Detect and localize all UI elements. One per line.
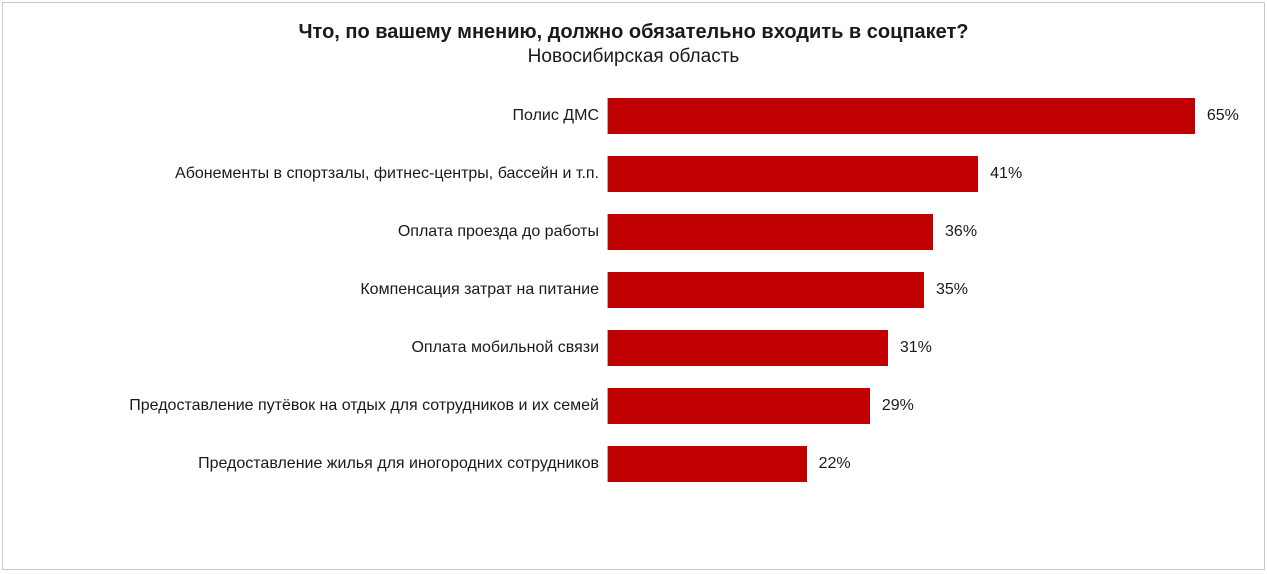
bar-row: Компенсация затрат на питание 35% [27, 272, 1240, 308]
bar-label: Оплата мобильной связи [27, 339, 607, 357]
bar-track: 41% [607, 156, 1240, 192]
bar-track: 31% [607, 330, 1240, 366]
chart-subtitle: Новосибирская область [27, 46, 1240, 68]
bar-label: Полис ДМС [27, 107, 607, 125]
bars-area: Полис ДМС 65% Абонементы в спортзалы, фитн… [27, 90, 1240, 545]
bar-fill [608, 98, 1195, 134]
bar-row: Оплата проезда до работы 36% [27, 214, 1240, 250]
bar-row: Предоставление путёвок на отдых для сотр… [27, 388, 1240, 424]
bar-fill [608, 214, 933, 250]
bar-value: 35% [936, 281, 968, 299]
bar-label: Абонементы в спортзалы, фитнес-центры, б… [27, 165, 607, 183]
bar-fill [608, 446, 807, 482]
bar-label: Оплата проезда до работы [27, 223, 607, 241]
bar-value: 41% [990, 165, 1022, 183]
chart-container: Что, по вашему мнению, должно обязательн… [2, 2, 1265, 570]
bar-track: 65% [607, 98, 1240, 134]
bar-fill [608, 388, 870, 424]
bar-fill [608, 330, 888, 366]
bar-label: Предоставление путёвок на отдых для сотр… [27, 397, 607, 415]
bar-value: 36% [945, 223, 977, 241]
bar-value: 29% [882, 397, 914, 415]
bar-track: 29% [607, 388, 1240, 424]
bar-track: 36% [607, 214, 1240, 250]
bar-value: 65% [1207, 107, 1239, 125]
bar-row: Полис ДМС 65% [27, 98, 1240, 134]
bar-value: 22% [819, 455, 851, 473]
bar-row: Предоставление жилья для иногородних сот… [27, 446, 1240, 482]
chart-title: Что, по вашему мнению, должно обязательн… [27, 21, 1240, 44]
bar-label: Предоставление жилья для иногородних сот… [27, 455, 607, 473]
bar-track: 22% [607, 446, 1240, 482]
bar-value: 31% [900, 339, 932, 357]
bar-label: Компенсация затрат на питание [27, 281, 607, 299]
bar-row: Абонементы в спортзалы, фитнес-центры, б… [27, 156, 1240, 192]
bar-fill [608, 272, 924, 308]
bar-row: Оплата мобильной связи 31% [27, 330, 1240, 366]
bar-track: 35% [607, 272, 1240, 308]
bar-fill [608, 156, 978, 192]
